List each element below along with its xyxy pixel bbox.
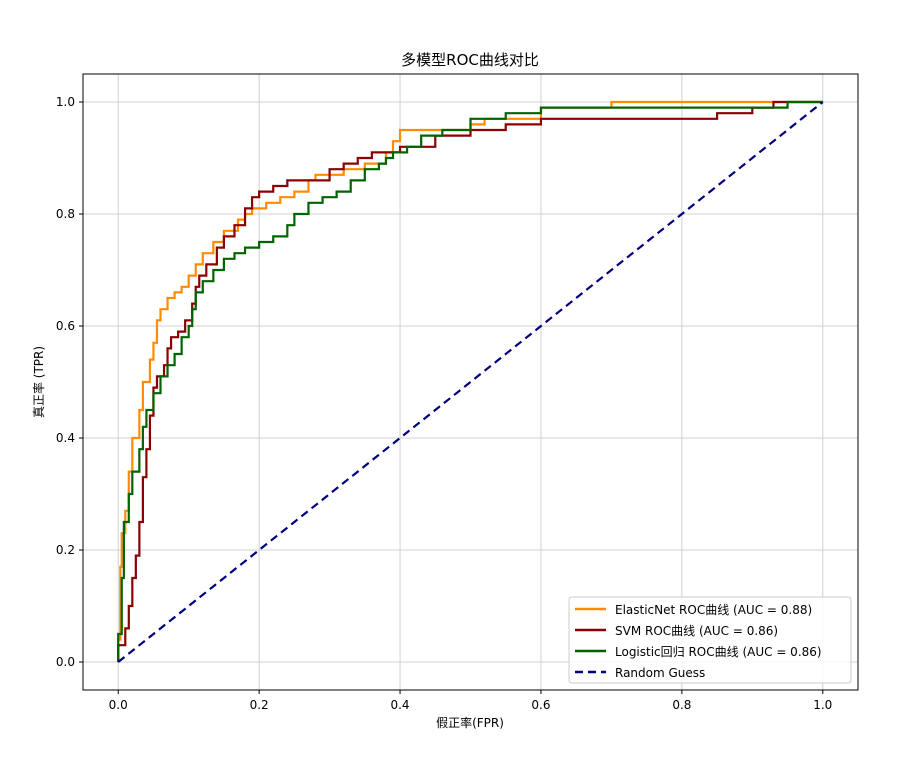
y-tick-label: 0.0: [56, 655, 75, 669]
y-tick-label: 0.6: [56, 319, 75, 333]
series-line-1: [117, 100, 823, 662]
x-tick-label: 0.8: [672, 698, 691, 712]
plot-frame: [82, 73, 859, 691]
legend-label-2: Logistic回归 ROC曲线 (AUC = 0.86): [615, 645, 822, 659]
x-tick-label: 0.4: [390, 698, 409, 712]
series-lines: [117, 100, 824, 663]
legend-label-1: SVM ROC曲线 (AUC = 0.86): [615, 624, 778, 638]
legend-label-0: ElasticNet ROC曲线 (AUC = 0.88): [615, 603, 812, 617]
grid: [83, 74, 858, 690]
y-tick-label: 1.0: [56, 95, 75, 109]
x-tick-label: 0.6: [531, 698, 550, 712]
legend-box: [568, 596, 852, 684]
legend-label-3: Random Guess: [615, 666, 705, 680]
ticks: 0.0 0.2 0.4 0.6 0.8 1.0 0.0 0.2 0.4 0.6 0.8 1.0: [56, 95, 832, 712]
y-tick-label: 0.2: [56, 543, 75, 557]
y-axis-label: 真正率 (TPR): [31, 346, 46, 418]
x-tick-label: 1.0: [813, 698, 832, 712]
series-line-3: [117, 101, 824, 663]
y-tick-label: 0.4: [56, 431, 75, 445]
chart-title: 多模型ROC曲线对比: [401, 51, 539, 69]
legend: ElasticNet ROC曲线 (AUC = 0.88) SVM ROC曲线 (…: [568, 596, 852, 684]
x-tick-label: 0.2: [250, 698, 269, 712]
x-axis-label: 假正率(FPR): [436, 715, 504, 730]
x-tick-label: 0.0: [109, 698, 128, 712]
y-tick-label: 0.8: [56, 207, 75, 221]
series-line-2: [117, 100, 823, 662]
